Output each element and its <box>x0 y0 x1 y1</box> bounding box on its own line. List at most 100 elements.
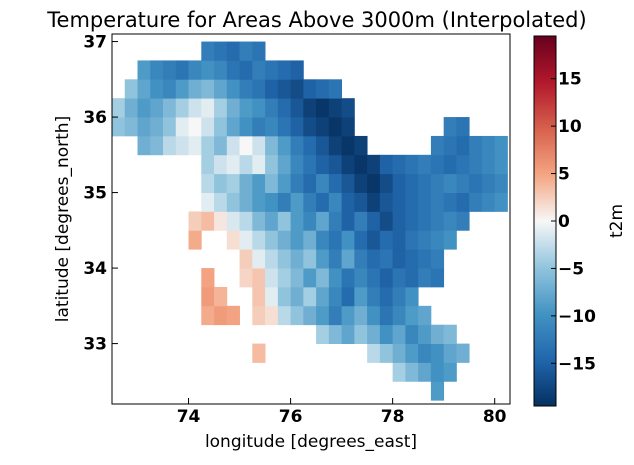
heatmap-cell <box>137 135 151 156</box>
heatmap-cell <box>175 60 189 80</box>
heatmap-cell <box>175 79 189 99</box>
heatmap-cell <box>239 268 253 288</box>
heatmap-cell <box>443 211 457 231</box>
heatmap-cell <box>290 135 304 156</box>
heatmap-cell <box>239 249 253 269</box>
heatmap-cell <box>201 211 215 231</box>
heatmap-cell <box>354 173 368 193</box>
y-axis-label: latitude [degrees_north] <box>53 116 73 322</box>
heatmap-cell <box>252 268 266 288</box>
heatmap-cell <box>175 135 189 156</box>
heatmap-cell <box>316 324 330 344</box>
heatmap-cell <box>316 117 330 137</box>
heatmap-cell <box>290 117 304 137</box>
heatmap-cell <box>188 230 202 250</box>
heatmap-cell <box>239 154 253 175</box>
heatmap-cell <box>341 230 355 250</box>
heatmap-cell <box>328 305 343 326</box>
heatmap-cell <box>328 268 343 288</box>
heatmap-cell <box>430 324 445 344</box>
x-tick-label: 78 <box>381 407 405 427</box>
heatmap-cell <box>239 79 253 99</box>
heatmap-cell <box>316 305 330 326</box>
heatmap-cell <box>277 305 291 326</box>
heatmap-cell <box>354 249 368 269</box>
heatmap-cell <box>354 135 368 156</box>
heatmap-cell <box>316 192 330 212</box>
heatmap-cell <box>379 343 394 363</box>
heatmap-cell <box>367 343 381 363</box>
heatmap-cell <box>290 230 304 250</box>
heatmap-cell <box>214 60 228 80</box>
colorbar-tick-label: 5 <box>558 165 570 185</box>
heatmap-cell <box>443 192 457 212</box>
x-tick-label: 76 <box>279 407 303 427</box>
heatmap-cell <box>418 211 432 231</box>
heatmap-cell <box>214 135 228 156</box>
heatmap-cell <box>163 135 177 156</box>
heatmap-cell <box>328 154 343 175</box>
heatmap-cell <box>277 249 291 269</box>
heatmap-cell <box>430 362 445 382</box>
heatmap-cell <box>163 79 177 99</box>
heatmap-cell <box>341 135 355 156</box>
heatmap-cell <box>418 192 432 212</box>
heatmap-cell <box>328 173 343 193</box>
heatmap-cell <box>405 249 419 269</box>
heatmap-cell <box>277 192 291 212</box>
heatmap-cell <box>290 249 304 269</box>
heatmap-cell <box>316 230 330 250</box>
heatmap-cells <box>112 41 508 401</box>
heatmap-cell <box>252 98 266 118</box>
heatmap-cell <box>150 117 164 137</box>
y-tick-label: 33 <box>83 335 107 355</box>
heatmap-cell <box>379 211 394 231</box>
heatmap-cell <box>354 211 368 231</box>
heatmap-cell <box>303 249 317 269</box>
heatmap-cell <box>316 249 330 269</box>
heatmap-cell <box>175 117 189 137</box>
heatmap-cell <box>469 154 483 175</box>
heatmap-cell <box>277 60 291 80</box>
heatmap-cell <box>252 135 266 156</box>
heatmap-cell <box>303 286 317 307</box>
heatmap-cell <box>290 192 304 212</box>
heatmap-cell <box>124 117 138 137</box>
heatmap-cell <box>430 230 445 250</box>
colorbar-tick-label: 10 <box>558 117 582 137</box>
heatmap-cell <box>443 362 457 382</box>
heatmap-cell <box>367 249 381 269</box>
heatmap-cell <box>367 211 381 231</box>
heatmap-cell <box>405 211 419 231</box>
heatmap-cell <box>456 135 470 156</box>
heatmap-cell <box>303 305 317 326</box>
heatmap-cell <box>226 135 240 156</box>
heatmap-cell <box>265 249 279 269</box>
heatmap-cell <box>265 154 279 175</box>
colorbar-tick-label: 0 <box>558 212 570 232</box>
heatmap-cell <box>137 117 151 137</box>
heatmap-cell <box>328 211 343 231</box>
heatmap-cell <box>405 305 419 326</box>
heatmap-cell <box>265 79 279 99</box>
heatmap-cell <box>239 230 253 250</box>
heatmap-cell <box>316 79 330 99</box>
heatmap-cell <box>112 98 126 118</box>
heatmap-cell <box>379 249 394 269</box>
heatmap-cell <box>252 41 266 61</box>
heatmap-cell <box>265 211 279 231</box>
heatmap-cell <box>252 192 266 212</box>
heatmap-cell <box>379 154 394 175</box>
heatmap-cell <box>328 79 343 99</box>
heatmap-cell <box>418 343 432 363</box>
heatmap-cell <box>481 192 496 212</box>
heatmap-cell <box>379 324 394 344</box>
heatmap-cell <box>214 173 228 193</box>
heatmap-cell <box>265 60 279 80</box>
colorbar-tick-label: −15 <box>558 354 596 374</box>
heatmap-cell <box>290 98 304 118</box>
heatmap-cell <box>226 117 240 137</box>
heatmap-cell <box>214 79 228 99</box>
heatmap-cell <box>277 154 291 175</box>
heatmap-cell <box>188 79 202 99</box>
